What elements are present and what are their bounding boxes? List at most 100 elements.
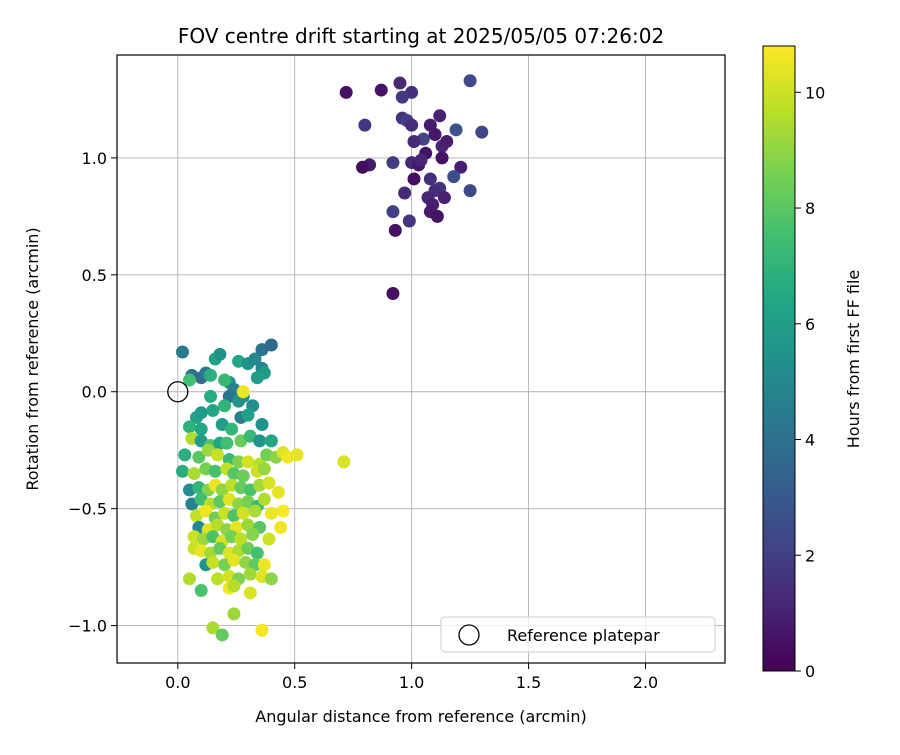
data-point <box>241 455 255 469</box>
colorbar-tick-label: 4 <box>805 431 815 450</box>
x-tick-label: 0.5 <box>282 673 307 692</box>
data-point <box>395 90 409 104</box>
data-point <box>246 527 260 541</box>
legend-label: Reference platepar <box>507 626 660 645</box>
data-point <box>178 448 192 462</box>
data-point <box>236 469 250 483</box>
data-point <box>182 572 196 586</box>
data-point <box>227 553 241 567</box>
data-point <box>276 504 290 518</box>
data-point <box>463 184 477 198</box>
data-point <box>241 408 255 422</box>
data-point <box>437 191 451 205</box>
colorbar-label: Hours from first FF file <box>844 270 863 449</box>
data-point <box>187 467 201 481</box>
data-point <box>463 74 477 88</box>
y-tick-label: −1.0 <box>68 617 107 636</box>
data-point <box>194 422 208 436</box>
data-point <box>182 420 196 434</box>
data-point <box>264 572 278 586</box>
data-point <box>398 186 412 200</box>
data-point <box>428 128 442 142</box>
data-point <box>449 123 463 137</box>
y-tick-label: 0.5 <box>82 266 107 285</box>
x-tick-label: 1.0 <box>399 673 424 692</box>
data-point <box>475 125 489 139</box>
data-point <box>248 504 262 518</box>
data-point <box>255 623 269 637</box>
data-point <box>199 504 213 518</box>
data-point <box>204 368 218 382</box>
data-point <box>218 399 232 413</box>
data-point <box>339 85 353 99</box>
data-point <box>232 455 246 469</box>
data-point <box>243 567 257 581</box>
colorbar-ticks: 0 2 4 6 8 10 <box>795 83 825 681</box>
data-point <box>215 628 229 642</box>
data-point <box>250 371 264 385</box>
data-point <box>194 406 208 420</box>
data-point <box>175 345 189 359</box>
data-point <box>264 338 278 352</box>
data-point <box>407 172 421 186</box>
reference-platepar-point <box>167 381 189 403</box>
colorbar-tick-label: 6 <box>805 315 815 334</box>
data-point <box>257 558 271 572</box>
x-tick-label: 2.0 <box>633 673 658 692</box>
data-point <box>211 572 225 586</box>
data-point <box>290 448 304 462</box>
data-point <box>271 485 285 499</box>
data-point <box>402 214 416 228</box>
data-point <box>454 160 468 174</box>
data-point <box>274 520 288 534</box>
data-point <box>206 621 220 635</box>
x-tick-label: 1.5 <box>516 673 541 692</box>
data-point <box>386 287 400 301</box>
data-point <box>227 607 241 621</box>
data-point <box>250 546 264 560</box>
data-point <box>264 434 278 448</box>
chart-title: FOV centre drift starting at 2025/05/05 … <box>178 24 664 48</box>
data-points <box>175 74 489 642</box>
x-tick-label: 0.0 <box>165 673 190 692</box>
data-point <box>204 389 218 403</box>
legend-box: Reference platepar <box>440 616 716 653</box>
data-point <box>218 373 232 387</box>
colorbar-tick-label: 8 <box>805 199 815 218</box>
colorbar-tick-label: 2 <box>805 546 815 565</box>
data-point <box>386 205 400 219</box>
data-point <box>253 434 267 448</box>
legend-frame <box>440 616 716 653</box>
data-point <box>175 464 189 478</box>
data-point <box>447 170 461 184</box>
data-point <box>206 403 220 417</box>
data-point <box>337 455 351 469</box>
data-point <box>440 135 454 149</box>
x-axis-ticks: 0.0 0.5 1.0 1.5 2.0 <box>165 663 658 692</box>
data-point <box>194 584 208 598</box>
data-point <box>386 156 400 170</box>
data-point <box>225 422 239 436</box>
data-point <box>358 118 372 132</box>
colorbar <box>762 45 796 672</box>
data-point <box>262 532 276 546</box>
data-point <box>255 417 269 431</box>
data-point <box>211 448 225 462</box>
colorbar-tick-label: 0 <box>805 662 815 681</box>
data-point <box>243 586 257 600</box>
y-axis-ticks: −1.0 −0.5 0.0 0.5 1.0 <box>68 149 117 636</box>
plot-frame <box>116 54 726 664</box>
data-point <box>208 464 222 478</box>
data-point <box>423 172 437 186</box>
data-point <box>407 135 421 149</box>
y-tick-label: −0.5 <box>68 500 107 519</box>
data-point <box>248 352 262 366</box>
data-point <box>234 532 248 546</box>
data-point <box>374 83 388 97</box>
data-point <box>405 118 419 132</box>
data-point <box>257 462 271 476</box>
data-point <box>213 347 227 361</box>
data-point <box>435 151 449 165</box>
data-point <box>393 76 407 90</box>
data-point <box>220 436 234 450</box>
